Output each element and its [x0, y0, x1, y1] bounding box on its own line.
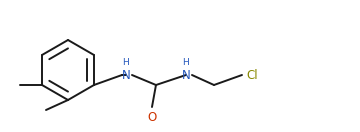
Text: O: O — [147, 111, 157, 124]
Text: H: H — [183, 58, 189, 67]
Text: H: H — [123, 58, 129, 67]
Text: Cl: Cl — [246, 69, 258, 81]
Text: N: N — [122, 69, 130, 81]
Text: N: N — [181, 69, 190, 81]
